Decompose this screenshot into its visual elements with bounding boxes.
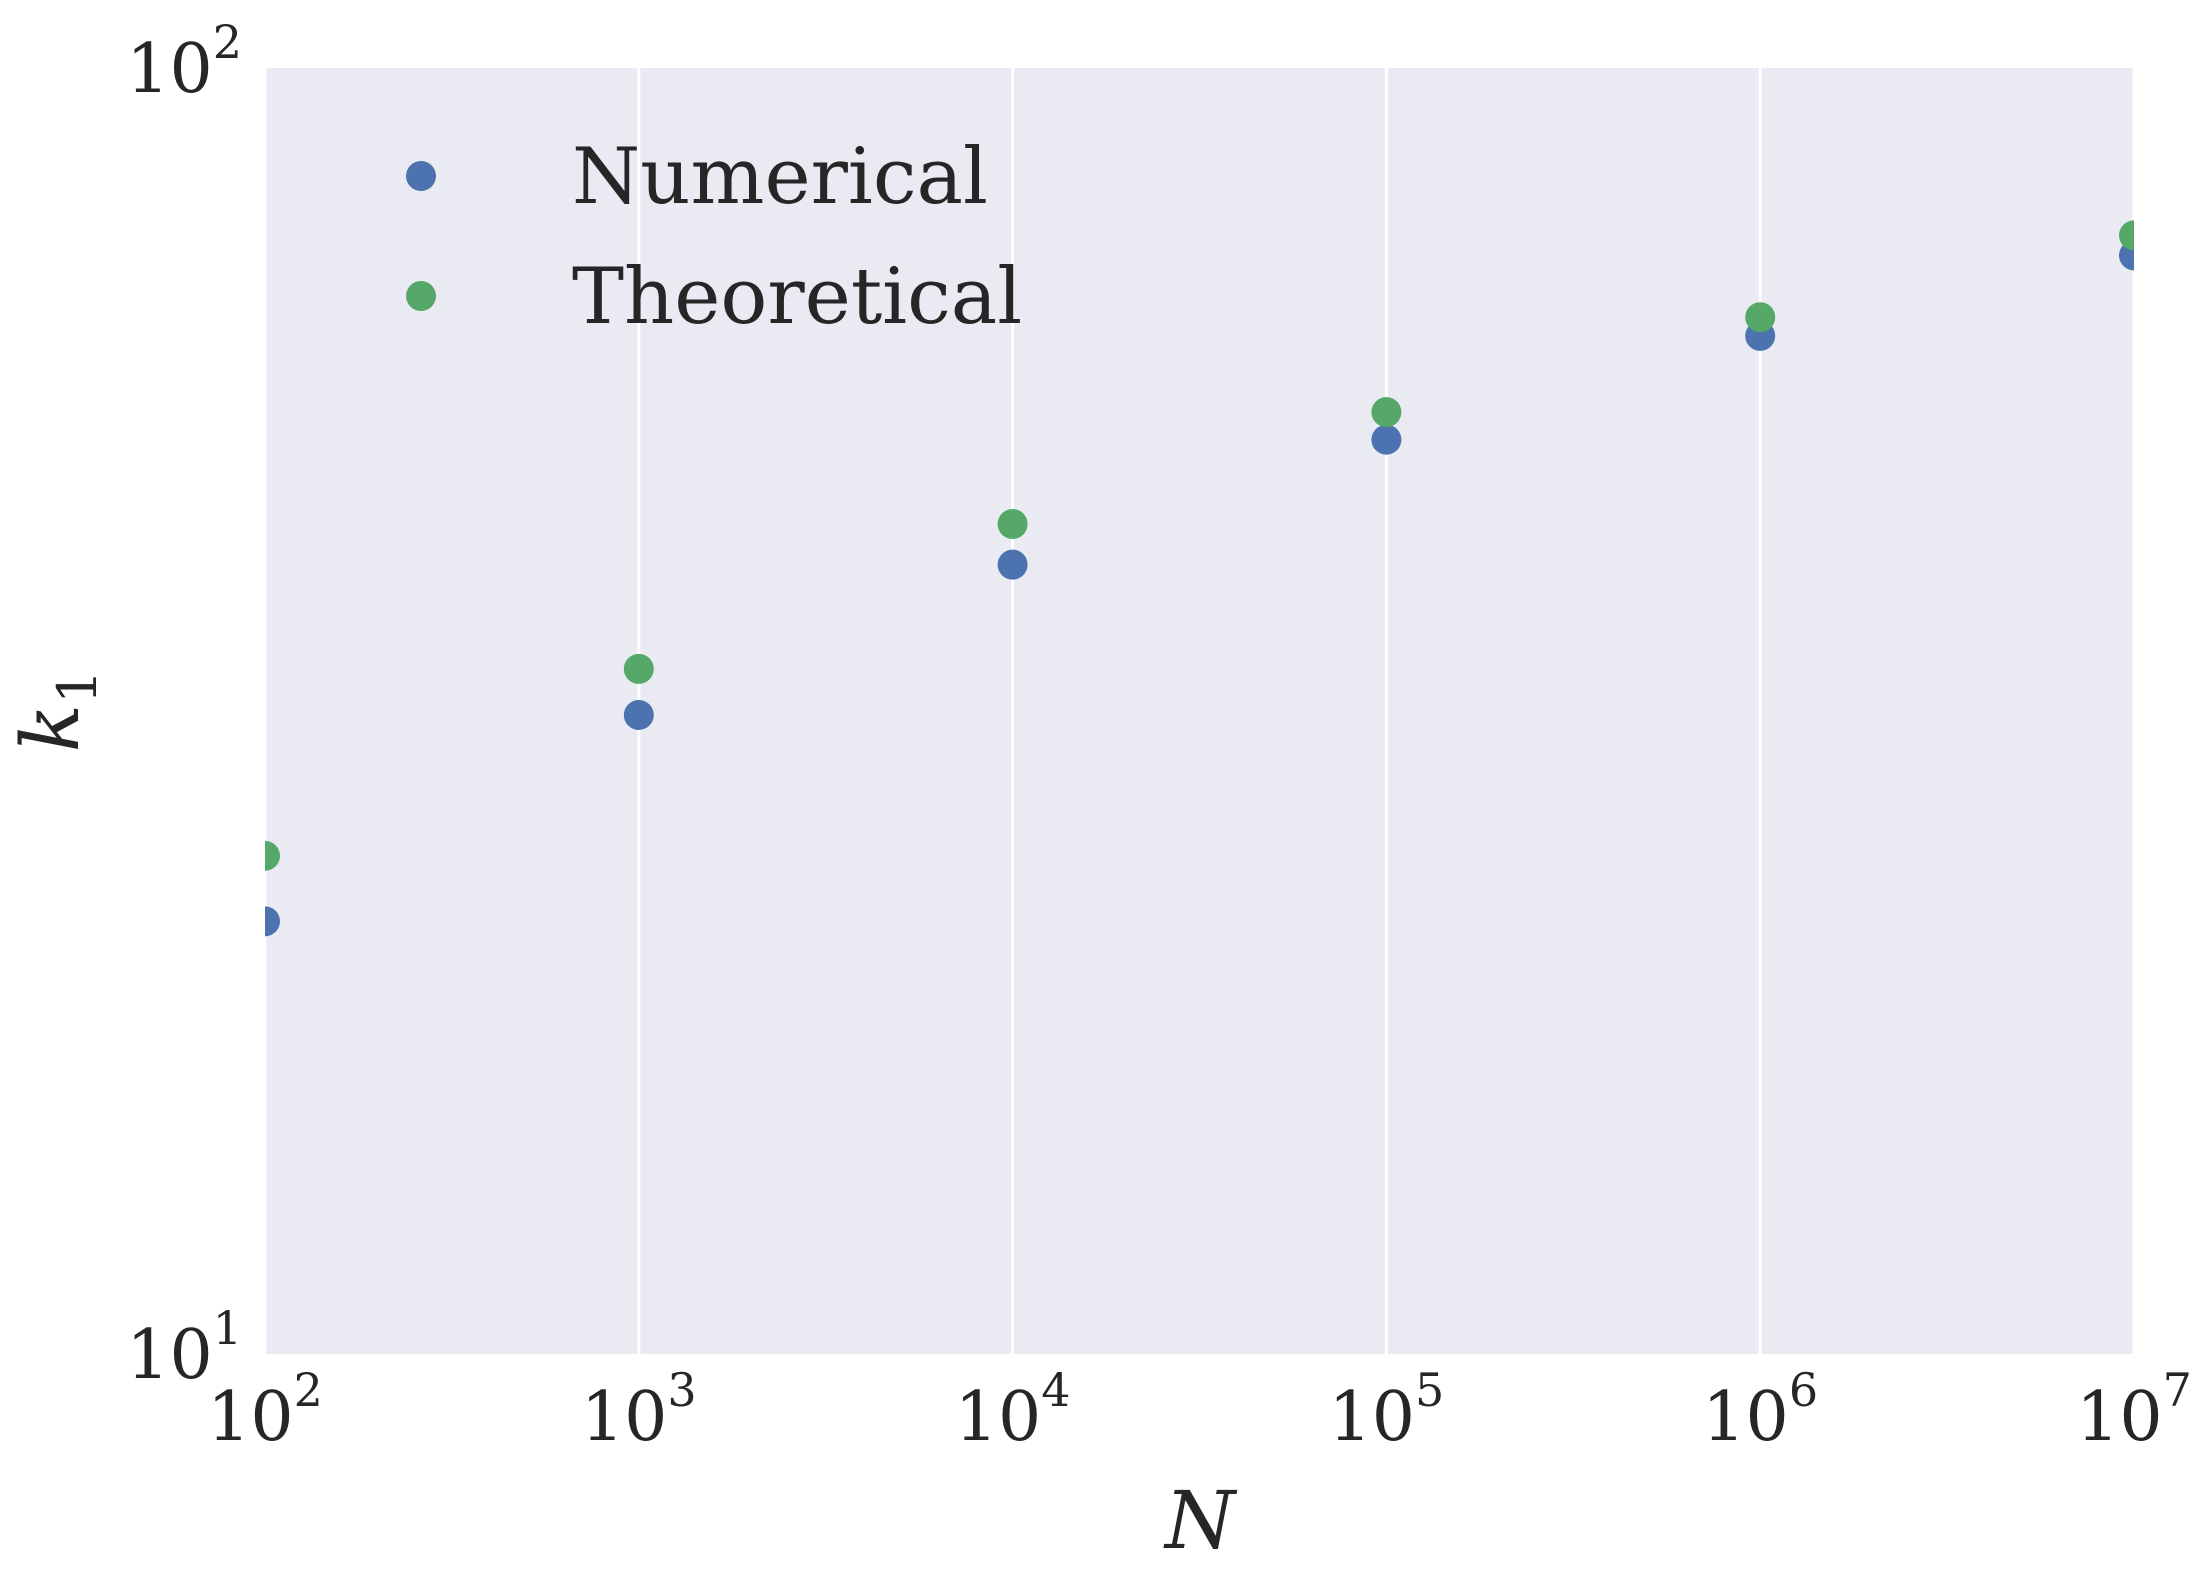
point-theoretical-5 bbox=[2119, 220, 2134, 251]
y-axis-label-subscript: 1 bbox=[46, 670, 109, 704]
x-tick-label-1: 103 bbox=[581, 1363, 697, 1457]
x-tick-label-2: 104 bbox=[955, 1363, 1071, 1457]
legend: Numerical Theoretical bbox=[406, 132, 1022, 342]
x-tick-exp-1: 3 bbox=[667, 1363, 696, 1417]
x-tick-exp-5: 7 bbox=[2163, 1363, 2192, 1417]
point-numerical-3 bbox=[1371, 424, 1402, 455]
x-tick-exp-2: 4 bbox=[1041, 1363, 1070, 1417]
y-tick-exp-0: 1 bbox=[213, 1301, 242, 1355]
legend-label-theoretical: Theoretical bbox=[572, 252, 1022, 342]
x-axis-label: N bbox=[1163, 1474, 1238, 1567]
y-tick-base-0: 10 bbox=[126, 1316, 213, 1395]
point-theoretical-3 bbox=[1371, 397, 1402, 428]
x-tick-base-5: 10 bbox=[2076, 1378, 2163, 1457]
data-points-clipped bbox=[265, 220, 2134, 937]
legend-marker-numerical bbox=[406, 161, 436, 191]
point-theoretical-0 bbox=[265, 840, 280, 871]
legend-label-numerical: Numerical bbox=[572, 132, 988, 222]
grid-lines bbox=[263, 68, 2136, 1354]
legend-marker-theoretical bbox=[406, 281, 436, 311]
y-tick-label-1: 102 bbox=[126, 15, 242, 109]
x-tick-exp-3: 5 bbox=[1415, 1363, 1444, 1417]
point-theoretical-1 bbox=[623, 653, 654, 684]
point-numerical-2 bbox=[997, 549, 1028, 580]
x-tick-label-5: 107 bbox=[2076, 1363, 2192, 1457]
x-tick-label-4: 106 bbox=[1702, 1363, 1818, 1457]
y-tick-base-1: 10 bbox=[126, 30, 213, 109]
x-tick-label-0: 102 bbox=[207, 1363, 323, 1457]
x-tick-base-3: 10 bbox=[1328, 1378, 1415, 1457]
x-tick-label-3: 105 bbox=[1328, 1363, 1444, 1457]
point-numerical-0 bbox=[265, 906, 280, 937]
point-numerical-1 bbox=[623, 699, 654, 730]
x-tick-base-1: 10 bbox=[581, 1378, 668, 1457]
point-theoretical-2 bbox=[997, 508, 1028, 539]
y-axis-label: k1 bbox=[4, 670, 109, 753]
data-points bbox=[265, 220, 2134, 937]
x-tick-base-0: 10 bbox=[207, 1378, 294, 1457]
x-tick-base-2: 10 bbox=[955, 1378, 1042, 1457]
plot-area bbox=[265, 68, 2134, 1354]
y-tick-label-0: 101 bbox=[126, 1301, 242, 1395]
x-tick-base-4: 10 bbox=[1702, 1378, 1789, 1457]
y-axis-label-main: k bbox=[4, 704, 97, 752]
y-tick-exp-1: 2 bbox=[213, 15, 242, 69]
x-tick-exp-0: 2 bbox=[294, 1363, 323, 1417]
x-tick-labels: 102 103 104 105 106 107 bbox=[207, 1363, 2192, 1457]
x-tick-exp-4: 6 bbox=[1789, 1363, 1818, 1417]
point-theoretical-4 bbox=[1745, 302, 1776, 333]
